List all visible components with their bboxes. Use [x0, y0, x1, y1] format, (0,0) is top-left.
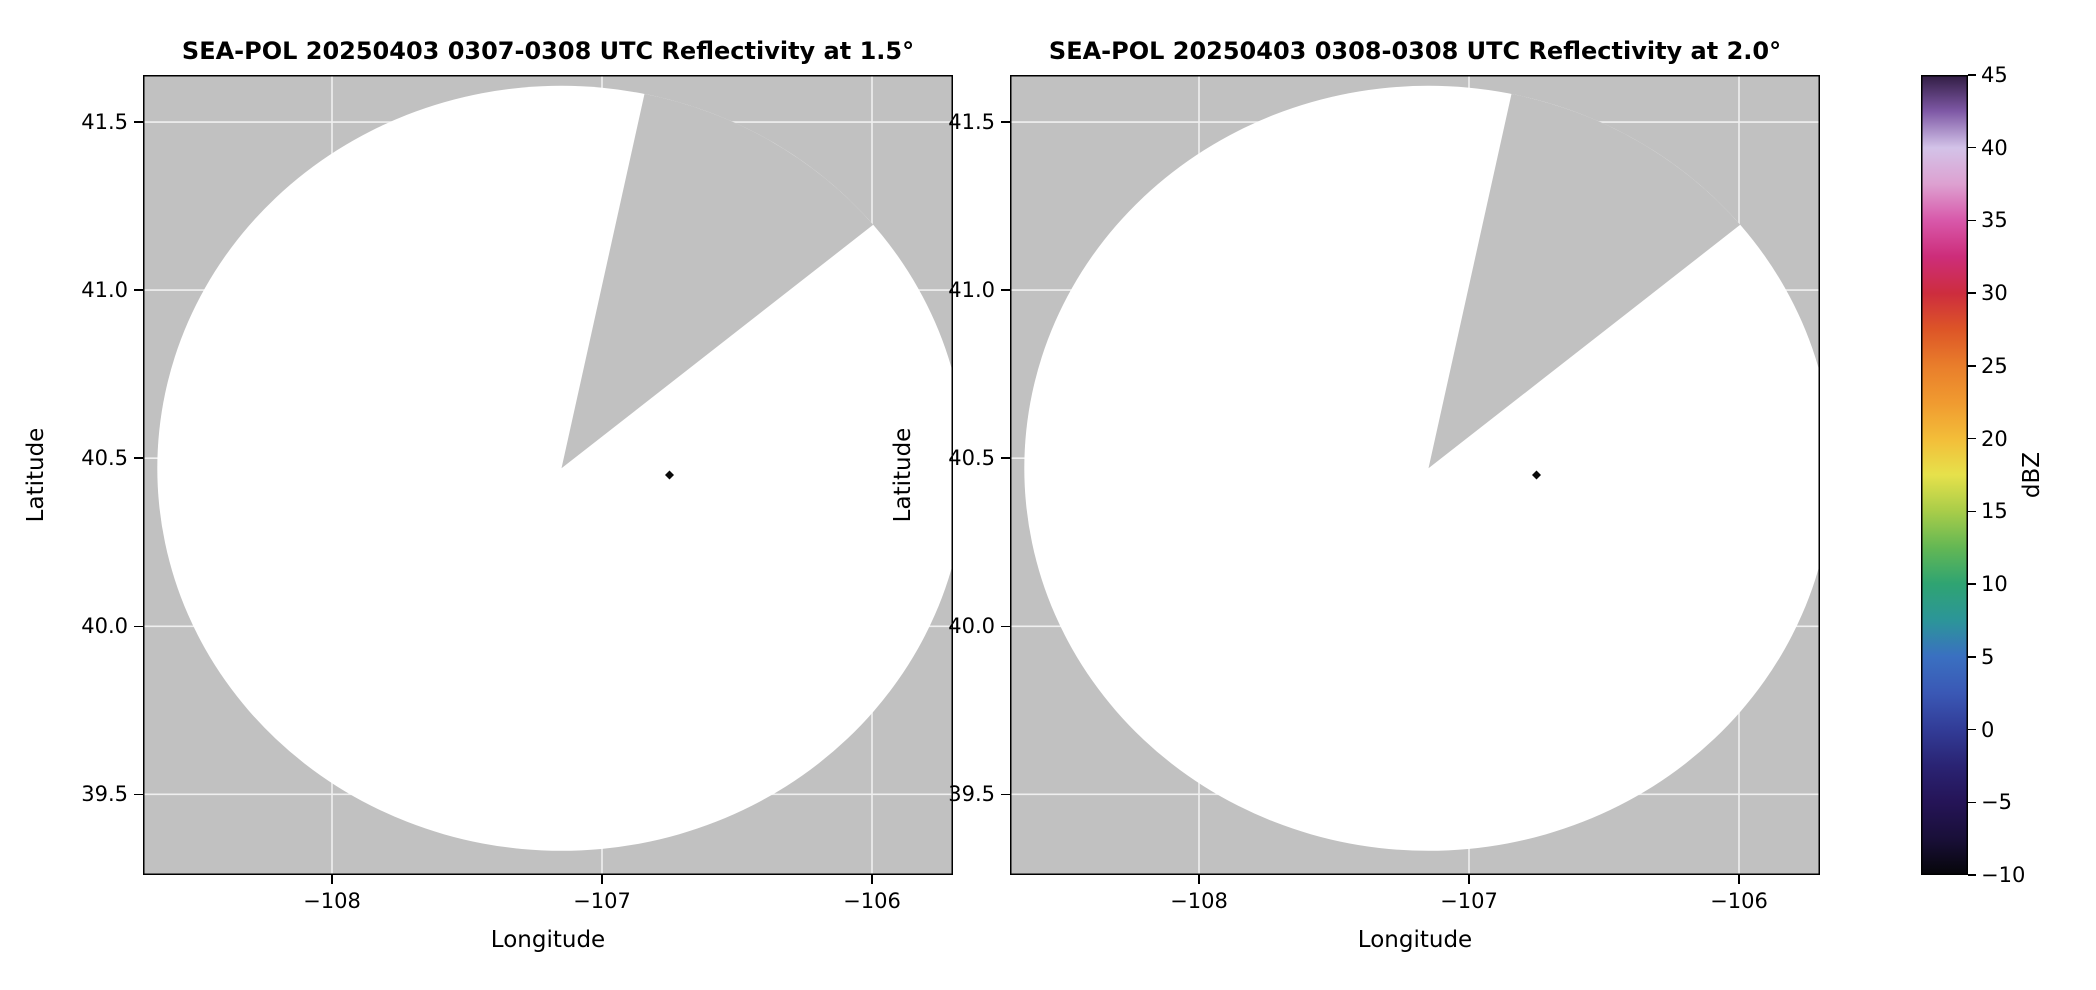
- colorbar-tick-label: 0: [1981, 717, 1995, 742]
- x-tick-label: −107: [573, 889, 631, 913]
- colorbar-tick-mark: [1968, 292, 1976, 294]
- colorbar-tick-label: 25: [1981, 353, 2008, 378]
- x-tick-label: −107: [1440, 889, 1498, 913]
- y-tick-mark: [134, 793, 143, 796]
- y-tick-mark: [134, 289, 143, 291]
- colorbar-tick-mark: [1968, 74, 1976, 76]
- colorbar-tick-label: 20: [1981, 426, 2008, 451]
- x-tick-mark: [1198, 875, 1200, 884]
- colorbar-tick-label: 10: [1981, 572, 2008, 597]
- y-tick-label: 40.0: [948, 614, 995, 639]
- colorbar-label: dBZ: [2019, 451, 2045, 499]
- colorbar-tick-mark: [1968, 874, 1976, 876]
- x-tick-label: −108: [303, 889, 361, 913]
- y-tick-label: 41.5: [81, 110, 128, 135]
- x-tick-mark: [331, 875, 333, 884]
- panel-1-plot-area: [143, 75, 953, 875]
- y-tick-label: 40.5: [81, 446, 128, 471]
- y-tick-mark: [134, 625, 143, 627]
- x-tick-mark: [601, 875, 603, 884]
- y-tick-mark: [134, 121, 143, 123]
- colorbar-tick-label: 30: [1981, 281, 2008, 306]
- y-tick-mark: [1001, 625, 1010, 627]
- colorbar: [1921, 75, 1968, 879]
- panel-1-x-axis-label: Longitude: [490, 927, 606, 953]
- y-tick-label: 39.5: [948, 782, 995, 807]
- x-tick-mark: [871, 875, 873, 884]
- colorbar-tick-mark: [1968, 437, 1976, 440]
- y-tick-label: 40.5: [948, 446, 995, 471]
- colorbar-tick-label: 40: [1981, 135, 2008, 160]
- colorbar-tick-mark: [1968, 365, 1976, 367]
- panel-1-y-axis-label: Latitude: [23, 427, 49, 523]
- colorbar-tick-mark: [1968, 219, 1976, 222]
- y-tick-label: 39.5: [81, 782, 128, 807]
- y-tick-label: 41.0: [948, 278, 995, 303]
- panel-2-title: SEA-POL 20250403 0308-0308 UTC Reflectiv…: [1048, 37, 1782, 65]
- y-tick-label: 40.0: [81, 614, 128, 639]
- colorbar-tick-mark: [1968, 146, 1976, 149]
- x-tick-label: −106: [843, 889, 901, 913]
- colorbar-tick-label: 45: [1981, 63, 2008, 87]
- x-tick-label: −106: [1710, 889, 1768, 913]
- colorbar-tick-mark: [1968, 728, 1976, 731]
- y-tick-mark: [1001, 793, 1010, 796]
- panel-2-y-axis-label: Latitude: [890, 427, 916, 523]
- colorbar-tick-mark: [1968, 510, 1976, 513]
- y-tick-label: 41.5: [948, 110, 995, 135]
- colorbar-tick-label: 35: [1981, 208, 2008, 233]
- y-tick-mark: [134, 457, 143, 459]
- colorbar-tick-mark: [1968, 656, 1976, 658]
- x-tick-mark: [1738, 875, 1740, 884]
- y-tick-mark: [1001, 289, 1010, 291]
- colorbar-tick-mark: [1968, 801, 1976, 804]
- colorbar-tick-label: 15: [1981, 499, 2008, 524]
- colorbar-tick-label: −10: [1981, 863, 2026, 887]
- y-tick-mark: [1001, 121, 1010, 123]
- x-tick-label: −108: [1170, 889, 1228, 913]
- panel-2-plot-area: [1010, 75, 1820, 875]
- x-tick-mark: [1468, 875, 1470, 884]
- colorbar-tick-mark: [1968, 583, 1976, 585]
- panel-1-title: SEA-POL 20250403 0307-0308 UTC Reflectiv…: [181, 37, 915, 65]
- y-tick-label: 41.0: [81, 278, 128, 303]
- colorbar-tick-label: −5: [1981, 790, 2012, 815]
- y-tick-mark: [1001, 457, 1010, 459]
- colorbar-tick-label: 5: [1981, 644, 1995, 669]
- panel-2-x-axis-label: Longitude: [1357, 927, 1473, 953]
